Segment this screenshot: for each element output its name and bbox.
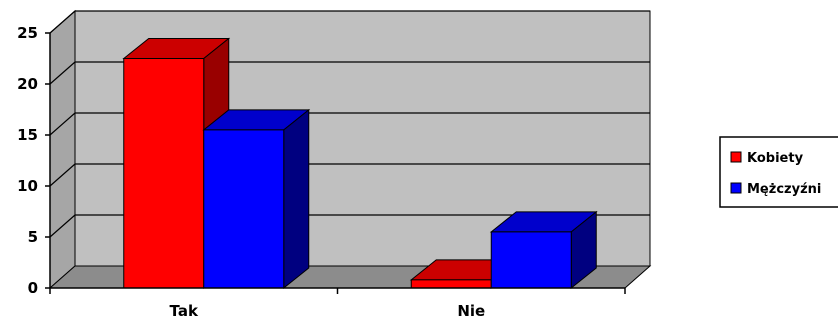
y-tick-label: 20 [17,75,38,93]
bar-side-face [283,108,310,290]
gridline [49,112,650,136]
y-tick-label: 25 [17,24,38,42]
y-tick-label: 5 [28,228,38,246]
gridline [49,163,650,187]
bar-front-face [203,129,285,289]
side-wall [49,9,76,290]
bar-kobiety-tak [122,37,231,290]
gridline [49,214,650,238]
y-axis: 0 5 10 15 20 25 [17,24,51,297]
y-tick-label: 15 [17,126,38,144]
legend: Kobiety Mężczyźni [719,136,838,208]
bar-m-czy-ni-nie [489,210,598,290]
gridlines [49,10,650,238]
bar-front-face [123,58,205,289]
legend-label-mezczyzni: Mężczyźni [747,182,821,197]
gridline [49,61,650,85]
bar-front-face [410,279,492,289]
legend-swatch-kobiety [730,151,742,163]
bars [122,37,598,290]
bar-front-face [490,231,572,289]
gridline [49,10,650,34]
legend-label-kobiety: Kobiety [747,151,804,166]
x-tick-label: Nie [457,302,485,320]
legend-frame [719,136,838,208]
y-tick-label: 0 [28,279,38,297]
bar-m-czy-ni-tak [202,108,311,290]
legend-swatch-mezczyzni [730,182,742,194]
x-axis: Tak Nie [49,287,626,320]
x-tick-label: Tak [170,302,199,320]
y-tick-label: 10 [17,177,38,195]
